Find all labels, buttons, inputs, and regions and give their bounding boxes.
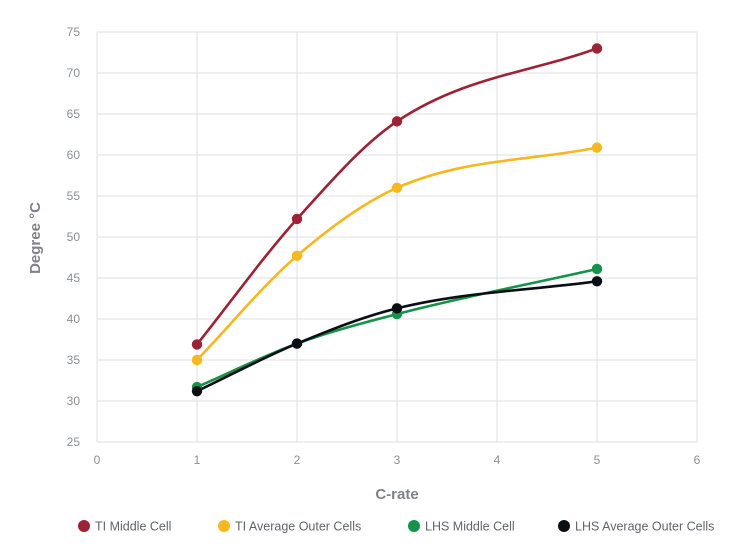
data-point [191, 354, 203, 366]
series-line-2 [195, 146, 599, 362]
data-point [191, 385, 203, 397]
data-point [291, 213, 303, 225]
y-tick-label: 55 [67, 189, 81, 203]
data-point [591, 276, 603, 287]
x-axis-ticks: 0 1 2 3 4 5 6 [94, 453, 701, 467]
data-point [391, 182, 403, 193]
x-tick-label: 2 [294, 453, 301, 467]
y-tick-label: 65 [67, 107, 81, 121]
legend-label: LHS Middle Cell [425, 520, 515, 534]
legend-label: LHS Average Outer Cells [575, 520, 714, 534]
series-line-3 [195, 267, 599, 389]
y-tick-label: 45 [67, 271, 81, 285]
series-points [191, 43, 603, 397]
data-point [291, 338, 303, 349]
data-point [591, 263, 603, 275]
legend-marker [408, 520, 420, 532]
series-line-4 [195, 279, 599, 393]
series-lines [195, 47, 599, 393]
y-tick-label: 70 [67, 66, 81, 80]
y-tick-label: 30 [67, 394, 81, 408]
grid [96, 31, 698, 443]
y-axis-ticks: 25 30 35 40 45 50 55 60 65 70 75 [67, 25, 81, 449]
x-tick-label: 0 [94, 453, 101, 467]
data-point [391, 116, 403, 127]
legend-label: TI Middle Cell [95, 520, 171, 534]
y-tick-label: 40 [67, 312, 81, 326]
x-tick-label: 1 [194, 453, 201, 467]
x-tick-label: 4 [494, 453, 501, 467]
x-tick-label: 6 [694, 453, 701, 467]
x-tick-label: 3 [394, 453, 401, 467]
data-point [291, 250, 303, 262]
y-tick-label: 60 [67, 148, 81, 162]
y-axis-title: Degree °C [27, 202, 44, 274]
legend-marker [558, 520, 570, 532]
data-point [391, 303, 403, 314]
legend-marker [78, 520, 90, 532]
y-tick-label: 75 [67, 25, 81, 39]
legend-marker [218, 520, 230, 532]
y-tick-label: 35 [67, 353, 81, 367]
series-line-1 [195, 47, 599, 346]
legend-label: TI Average Outer Cells [235, 520, 361, 534]
data-point [591, 142, 603, 153]
x-axis-title: C-rate [375, 486, 418, 503]
legend: TI Middle Cell TI Average Outer Cells LHS … [78, 520, 714, 534]
x-tick-label: 5 [594, 453, 601, 467]
y-tick-label: 25 [67, 435, 81, 449]
data-point [191, 339, 203, 350]
y-tick-label: 50 [67, 230, 81, 244]
data-point [591, 43, 603, 54]
